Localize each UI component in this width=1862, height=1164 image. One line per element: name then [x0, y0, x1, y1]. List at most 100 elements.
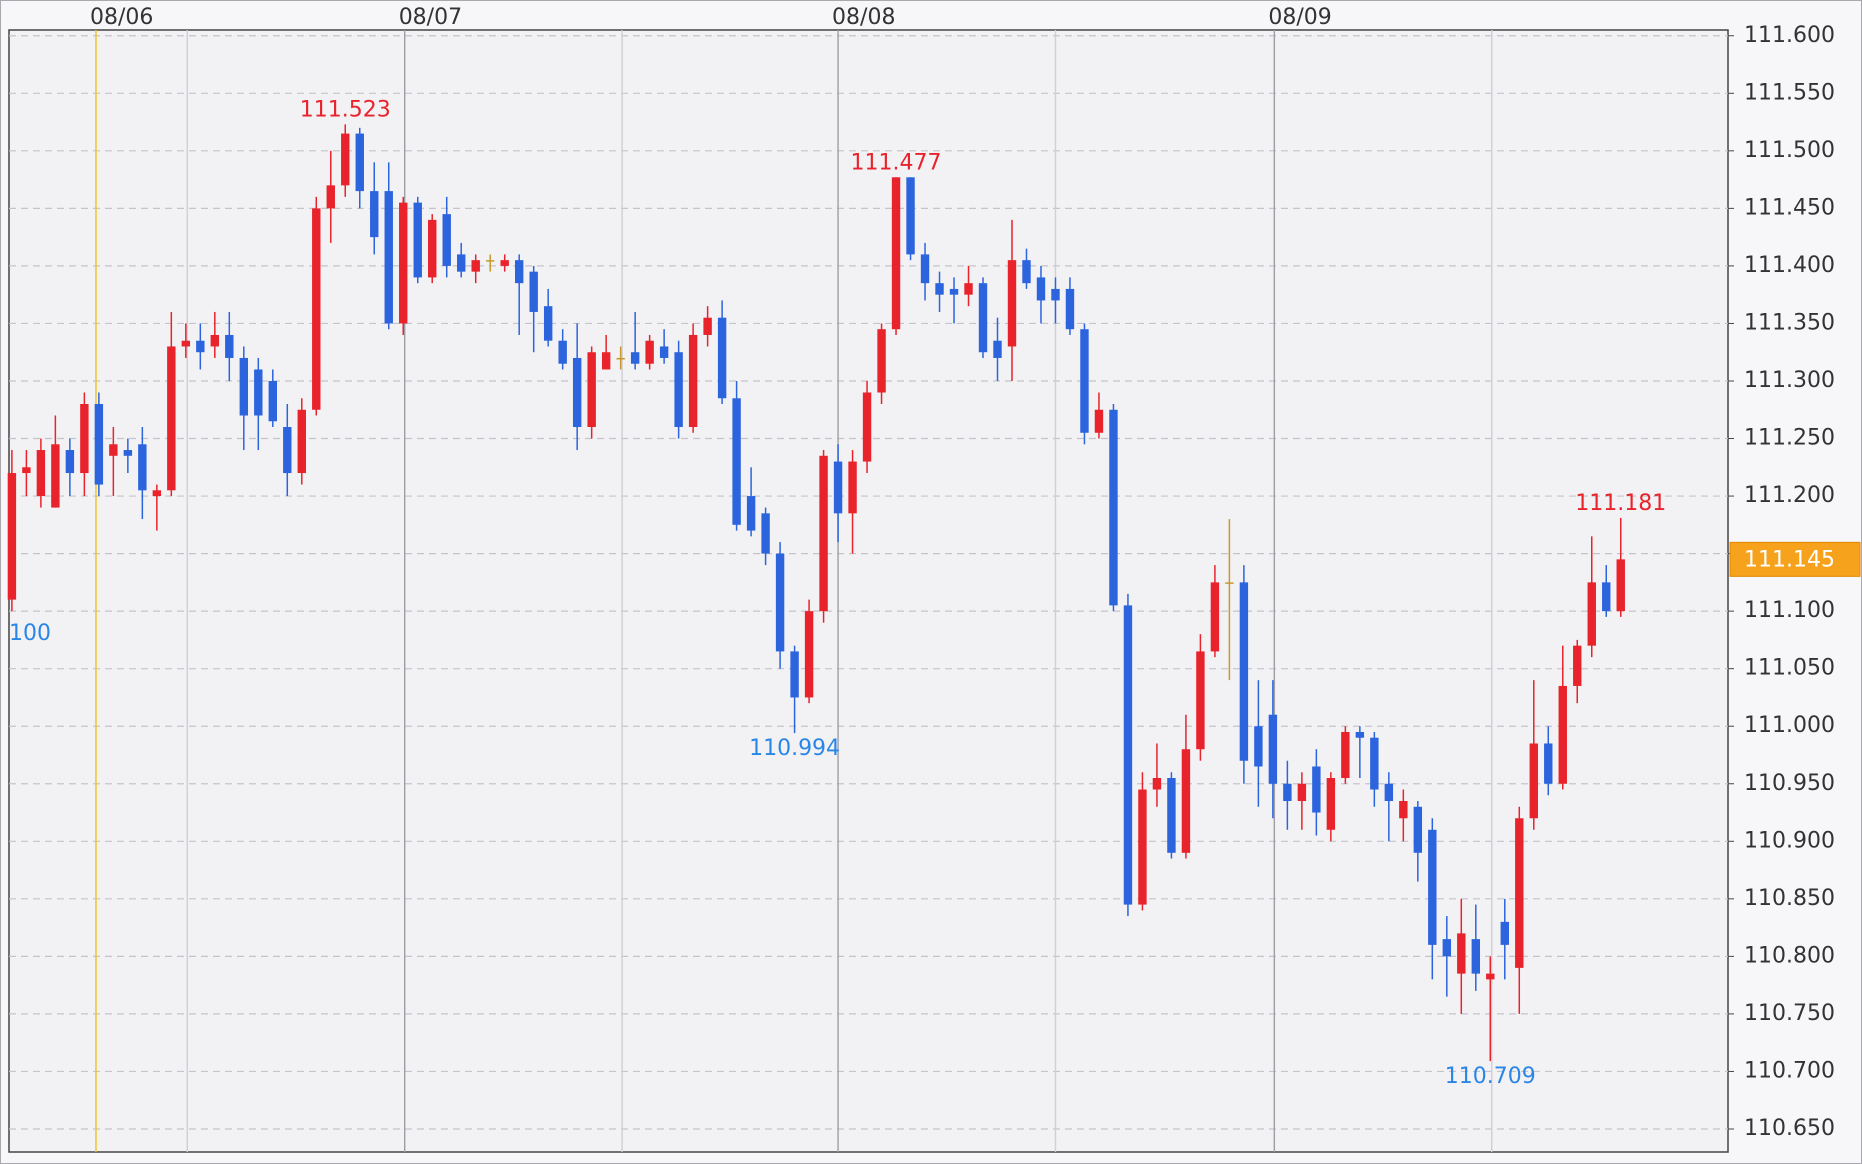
candle-body	[630, 352, 640, 364]
y-tick-label: 111.000	[1744, 713, 1835, 738]
candle	[819, 450, 828, 623]
candle-body	[1022, 260, 1031, 284]
candle-body	[486, 260, 495, 262]
candle-body	[1486, 973, 1495, 980]
candle	[283, 404, 292, 497]
candle	[36, 438, 46, 508]
candle	[326, 150, 335, 243]
candle-body	[1370, 737, 1379, 790]
candle	[1515, 806, 1524, 1014]
candle-body	[268, 380, 277, 422]
candle-body	[1341, 731, 1350, 778]
low-label: 110.994	[749, 736, 840, 761]
candle-body	[1515, 818, 1524, 968]
candle	[1442, 916, 1452, 997]
candle-body	[1225, 582, 1234, 584]
candle-body	[1036, 277, 1046, 301]
candle	[1616, 517, 1625, 617]
candle-body	[543, 306, 553, 341]
y-tick-label: 111.600	[1744, 23, 1835, 48]
candle	[1167, 772, 1176, 859]
candle-body	[1326, 778, 1336, 830]
candle	[312, 196, 321, 416]
x-tick-label: 08/07	[399, 5, 462, 30]
candle	[399, 196, 408, 335]
candle-body	[1051, 288, 1060, 301]
candle-body	[891, 177, 901, 330]
candle-body	[109, 444, 118, 456]
candle	[775, 542, 785, 669]
candle-body	[703, 317, 712, 335]
candle	[935, 271, 944, 312]
candle	[1529, 680, 1538, 830]
high-label: 111.477	[851, 150, 942, 175]
candle	[413, 196, 422, 284]
candle-body	[239, 357, 249, 416]
candle-body	[645, 340, 654, 364]
y-tick-label: 110.750	[1744, 1001, 1835, 1026]
candle	[239, 346, 249, 451]
candle	[804, 599, 814, 704]
candle	[1399, 789, 1408, 842]
candle	[51, 415, 60, 508]
candle-body	[978, 283, 988, 353]
candle-body	[283, 427, 292, 474]
candle-body	[1312, 766, 1321, 813]
candle-body	[804, 611, 814, 698]
candle-body	[1109, 409, 1118, 606]
candle	[746, 467, 756, 537]
candle	[22, 450, 31, 497]
candle-body	[51, 444, 60, 508]
candle-body	[514, 260, 524, 284]
candle	[761, 507, 770, 566]
candle	[1065, 277, 1075, 335]
candle	[109, 427, 118, 497]
candle-body	[210, 334, 220, 347]
candle	[123, 438, 133, 474]
candle-body	[1080, 329, 1089, 433]
candle	[442, 196, 451, 278]
candle	[543, 288, 553, 347]
candle	[703, 306, 712, 347]
candle-body	[1167, 778, 1176, 853]
candle-body	[1399, 801, 1408, 819]
candle	[1239, 565, 1249, 784]
candle	[500, 254, 509, 272]
candle	[1413, 801, 1423, 882]
candle	[428, 214, 437, 284]
candle	[906, 177, 915, 261]
candle	[688, 323, 698, 433]
y-tick-label: 111.300	[1744, 368, 1835, 393]
candle-body	[138, 444, 147, 491]
candle-body	[254, 369, 263, 416]
candle-body	[529, 271, 538, 312]
candle-body	[746, 496, 756, 531]
candle-body	[123, 450, 133, 456]
candle	[1080, 323, 1089, 445]
candle-body	[1254, 726, 1263, 767]
candle	[572, 323, 582, 451]
candle-body	[181, 340, 191, 347]
candle-body	[326, 185, 335, 209]
candle-body	[1355, 731, 1365, 738]
candle	[601, 334, 611, 370]
candle-body	[993, 340, 1002, 358]
candle	[964, 265, 973, 307]
candle	[1602, 565, 1611, 617]
y-tick-label: 111.100	[1744, 598, 1835, 623]
candle	[1457, 898, 1466, 1014]
candle-body	[7, 473, 17, 600]
candle-body	[848, 461, 857, 514]
candle	[1210, 565, 1220, 658]
candle	[341, 124, 350, 197]
candle-body	[1007, 260, 1017, 347]
candle-body	[1094, 409, 1104, 433]
candle	[949, 277, 959, 324]
candle-body	[500, 260, 509, 266]
candle	[7, 450, 17, 612]
candle	[457, 242, 466, 278]
candle	[210, 311, 220, 358]
candle	[1022, 248, 1031, 289]
candle-body	[355, 133, 364, 192]
candle-body	[1123, 605, 1133, 905]
